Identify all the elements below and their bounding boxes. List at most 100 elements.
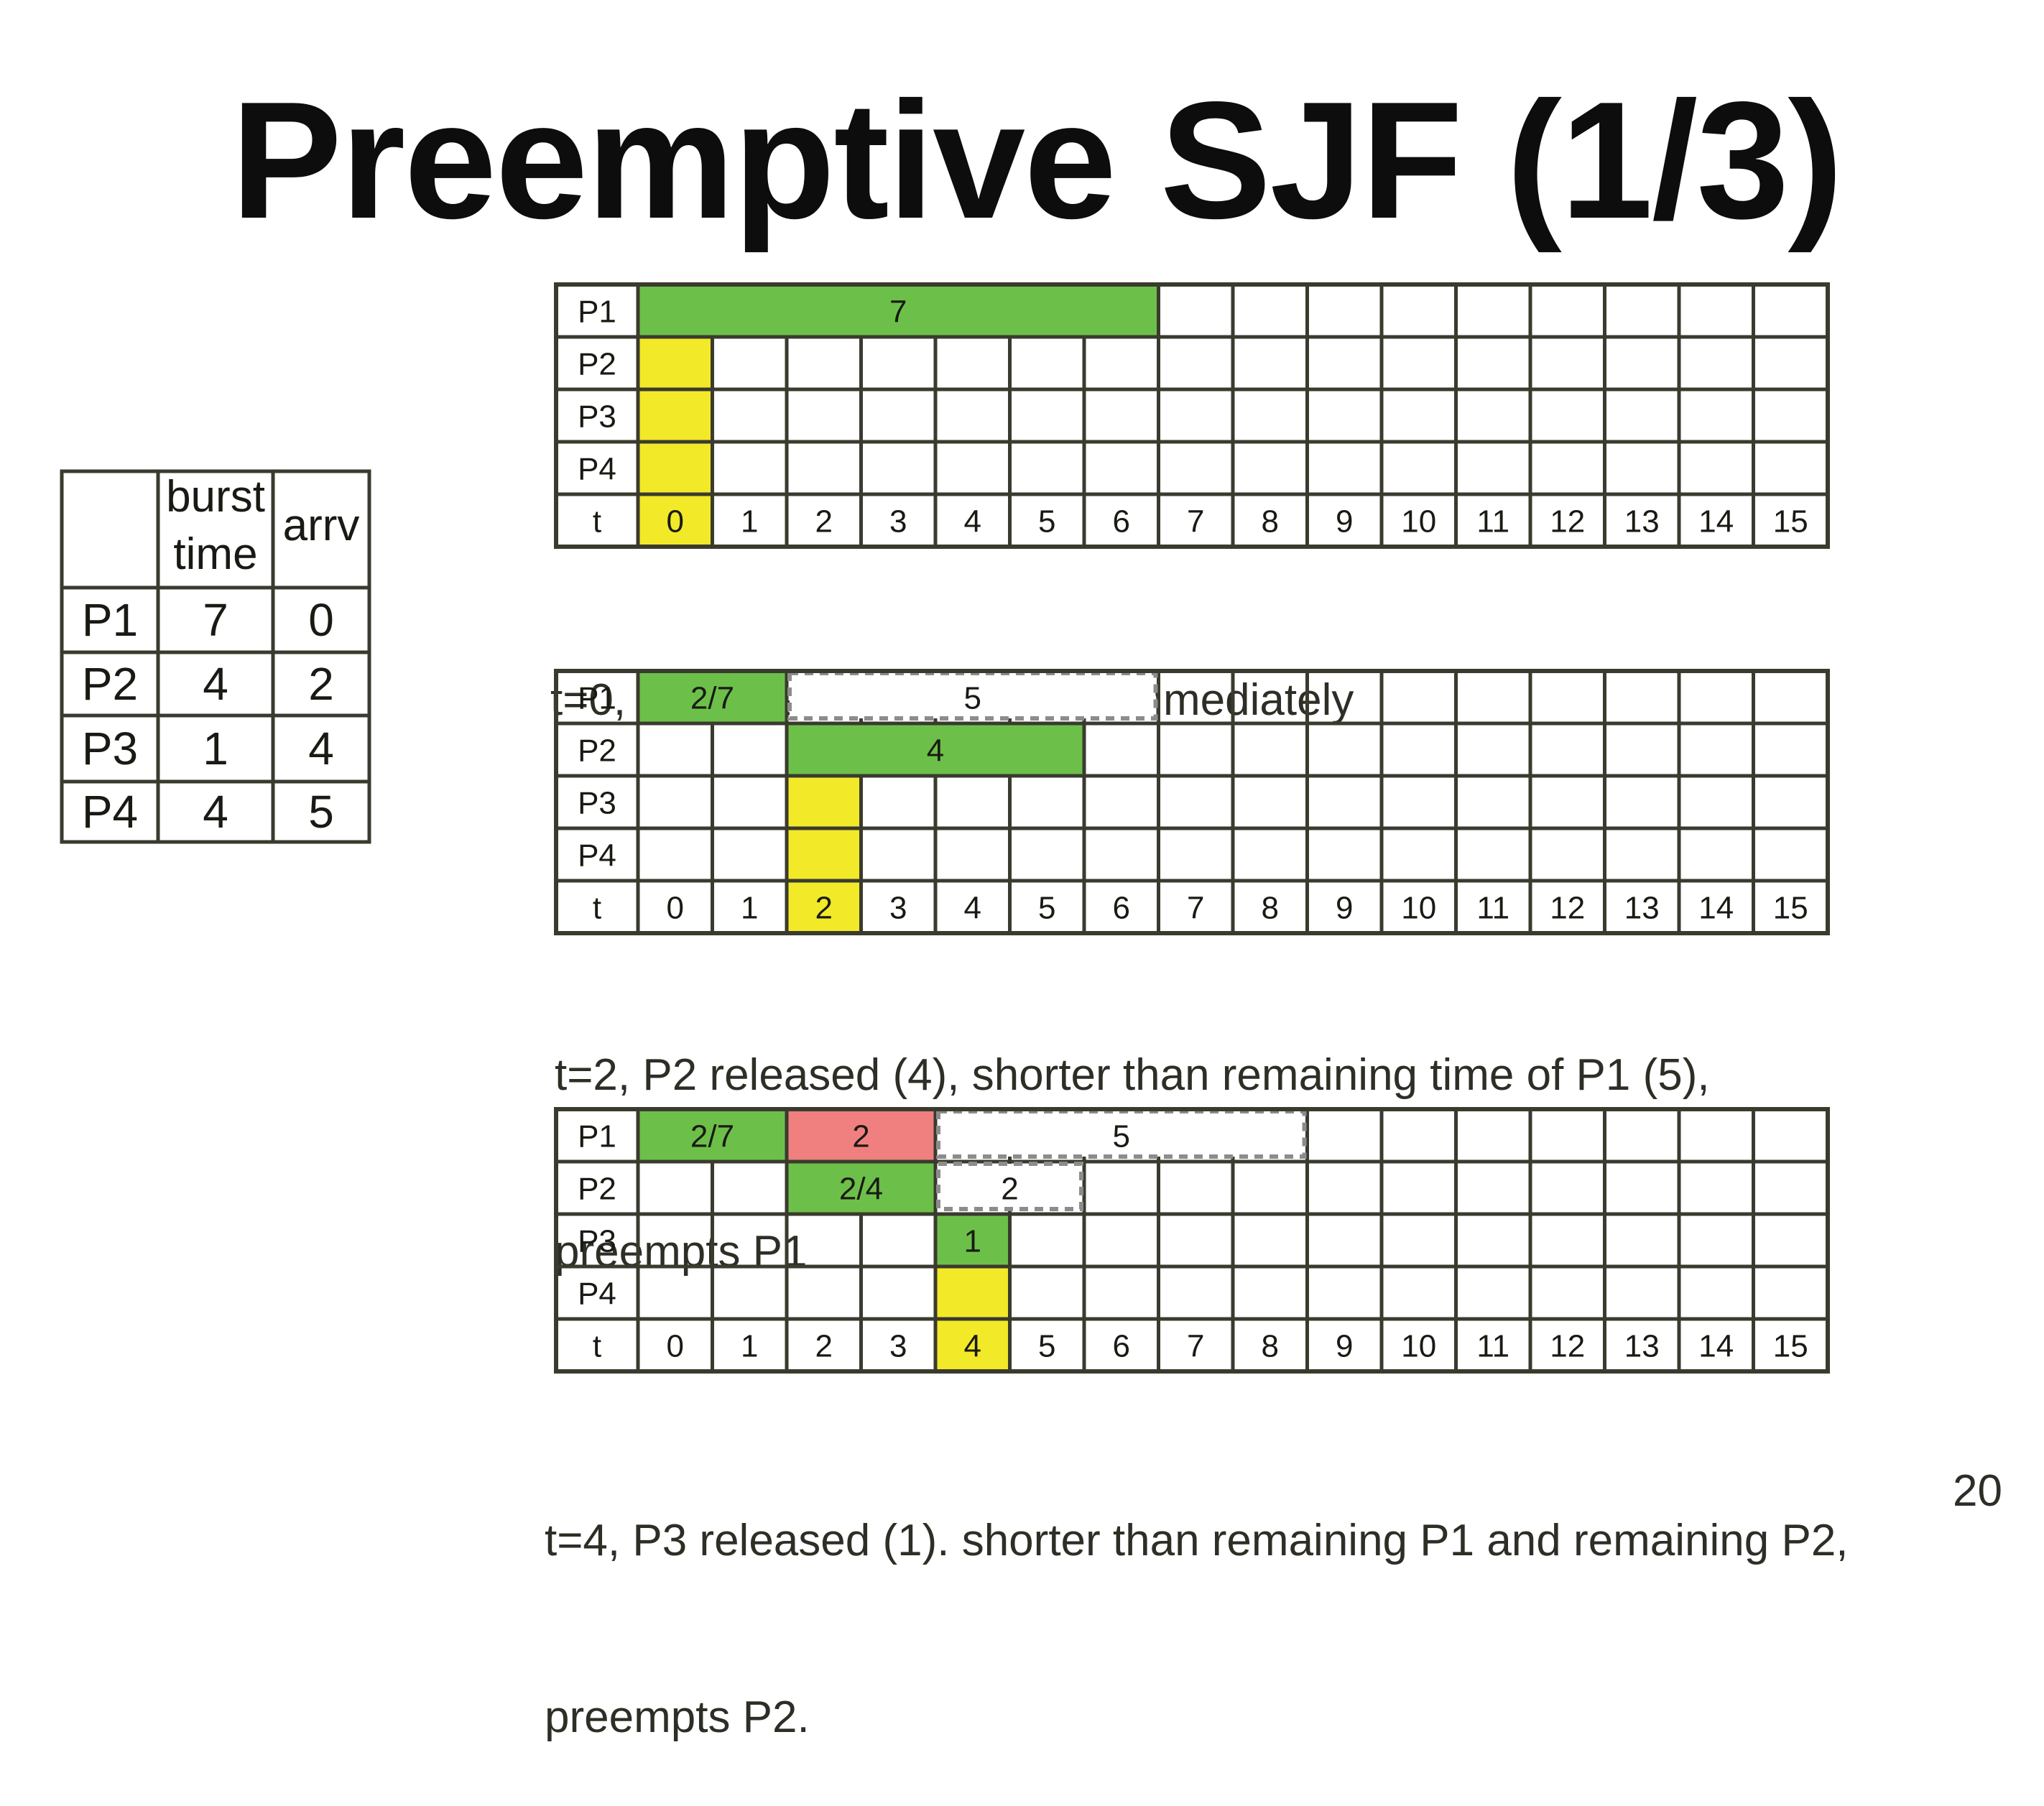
time-highlight bbox=[935, 1319, 1010, 1371]
grid-cell bbox=[1082, 387, 1160, 444]
grid-cell bbox=[1157, 440, 1235, 496]
grid-cell bbox=[1379, 1159, 1458, 1216]
grid-cell bbox=[1752, 387, 1830, 444]
time-label: 11 bbox=[1476, 504, 1509, 540]
bar-label: 2/7 bbox=[690, 1119, 734, 1154]
grid-cell bbox=[1454, 1107, 1532, 1164]
time-label: 13 bbox=[1624, 891, 1660, 926]
arrival-bar bbox=[785, 774, 863, 830]
table-header: burst bbox=[166, 472, 265, 522]
grid-cell bbox=[785, 440, 863, 496]
grid-cell bbox=[711, 1264, 789, 1321]
time-highlight bbox=[787, 881, 861, 933]
grid-cell bbox=[1379, 774, 1458, 830]
grid-cell bbox=[933, 774, 1012, 830]
page-number: 20 bbox=[1953, 1466, 2002, 1516]
row-label: P4 bbox=[578, 1277, 616, 1312]
time-label: 10 bbox=[1401, 504, 1436, 540]
grid-cell bbox=[1603, 387, 1681, 444]
time-label: 4 bbox=[964, 504, 981, 540]
grid-cell bbox=[1157, 1212, 1235, 1269]
grid-cell bbox=[785, 1264, 863, 1321]
time-label: 6 bbox=[1113, 891, 1130, 926]
bar-label: 2 bbox=[852, 1119, 869, 1154]
time-label: 15 bbox=[1773, 504, 1808, 540]
grid-cell bbox=[1677, 335, 1755, 392]
grid-cell bbox=[1677, 721, 1755, 778]
grid-cell bbox=[1008, 1264, 1086, 1321]
table-value: 1 bbox=[203, 723, 228, 774]
grid-cell bbox=[1603, 282, 1681, 339]
grid-cell bbox=[1603, 669, 1681, 726]
time-label: 8 bbox=[1262, 1329, 1279, 1364]
time-label: 3 bbox=[889, 891, 907, 926]
grid-cell bbox=[1752, 1212, 1830, 1269]
grid-cell bbox=[711, 1212, 789, 1269]
grid-cell bbox=[1157, 669, 1235, 726]
grid-cell bbox=[859, 1264, 938, 1321]
grid-cell bbox=[1752, 669, 1830, 726]
grid-border bbox=[554, 1107, 1830, 1374]
grid-cell bbox=[1677, 669, 1755, 726]
time-label: 2 bbox=[815, 504, 833, 540]
bar-label: 7 bbox=[889, 295, 907, 330]
grid-cell bbox=[1008, 387, 1086, 444]
grid-cell bbox=[785, 1212, 863, 1269]
grid-cell bbox=[636, 1212, 714, 1269]
grid-cell bbox=[711, 440, 789, 496]
time-label: 10 bbox=[1401, 1329, 1436, 1364]
grid-cell bbox=[1603, 1264, 1681, 1321]
table-value: 4 bbox=[308, 723, 334, 774]
remaining-time-box bbox=[936, 1109, 1307, 1159]
row-label: t bbox=[593, 891, 601, 926]
grid-cell bbox=[859, 387, 938, 444]
grid-cell bbox=[1305, 1212, 1384, 1269]
grid-cell bbox=[1231, 1159, 1309, 1216]
caption-line: t=2, P2 released (4), shorter than remai… bbox=[555, 1050, 1710, 1100]
grid-cell bbox=[1305, 1264, 1384, 1321]
row-label: P3 bbox=[578, 786, 616, 821]
grid-cell bbox=[636, 774, 714, 830]
grid-cell bbox=[1677, 774, 1755, 830]
grid-cell bbox=[711, 826, 789, 883]
table-value: 0 bbox=[308, 594, 334, 646]
grid-cell bbox=[1008, 1212, 1086, 1269]
table-value: P4 bbox=[82, 786, 138, 838]
grid-cell bbox=[1677, 1264, 1755, 1321]
table-value: P2 bbox=[82, 658, 138, 710]
row-label: P3 bbox=[578, 1224, 616, 1259]
grid-cell bbox=[1082, 1264, 1160, 1321]
bar-label: 5 bbox=[964, 681, 981, 716]
table-cell bbox=[60, 469, 160, 590]
time-label: 12 bbox=[1550, 1329, 1585, 1364]
caption-line: preempts P2. bbox=[545, 1692, 810, 1742]
grid-cell bbox=[1752, 440, 1830, 496]
time-label: 1 bbox=[741, 504, 758, 540]
time-label: 12 bbox=[1550, 891, 1585, 926]
grid-cell bbox=[1305, 335, 1384, 392]
grid-border bbox=[554, 669, 1830, 935]
time-label: 5 bbox=[1038, 891, 1055, 926]
grid-cell bbox=[711, 1159, 789, 1216]
time-label: 7 bbox=[1187, 504, 1204, 540]
grid-cell bbox=[1008, 335, 1086, 392]
grid-cell bbox=[859, 1212, 938, 1269]
grid-cell bbox=[1677, 282, 1755, 339]
grid-cell bbox=[1603, 826, 1681, 883]
grid-cell bbox=[1603, 774, 1681, 830]
grid-cell bbox=[1677, 1212, 1755, 1269]
grid-cell bbox=[711, 774, 789, 830]
time-label: 0 bbox=[667, 891, 684, 926]
grid-cell bbox=[636, 1264, 714, 1321]
grid-cell bbox=[1454, 1212, 1532, 1269]
grid-cell bbox=[1379, 282, 1458, 339]
grid-cell bbox=[1008, 774, 1086, 830]
bar-label: 2/7 bbox=[690, 681, 734, 716]
caption-line: t=4, P3 released (1). shorter than remai… bbox=[545, 1516, 1849, 1565]
running-bar bbox=[785, 721, 1086, 778]
grid-cell bbox=[1082, 1212, 1160, 1269]
grid-cell bbox=[1231, 826, 1309, 883]
grid-cell bbox=[1528, 335, 1606, 392]
